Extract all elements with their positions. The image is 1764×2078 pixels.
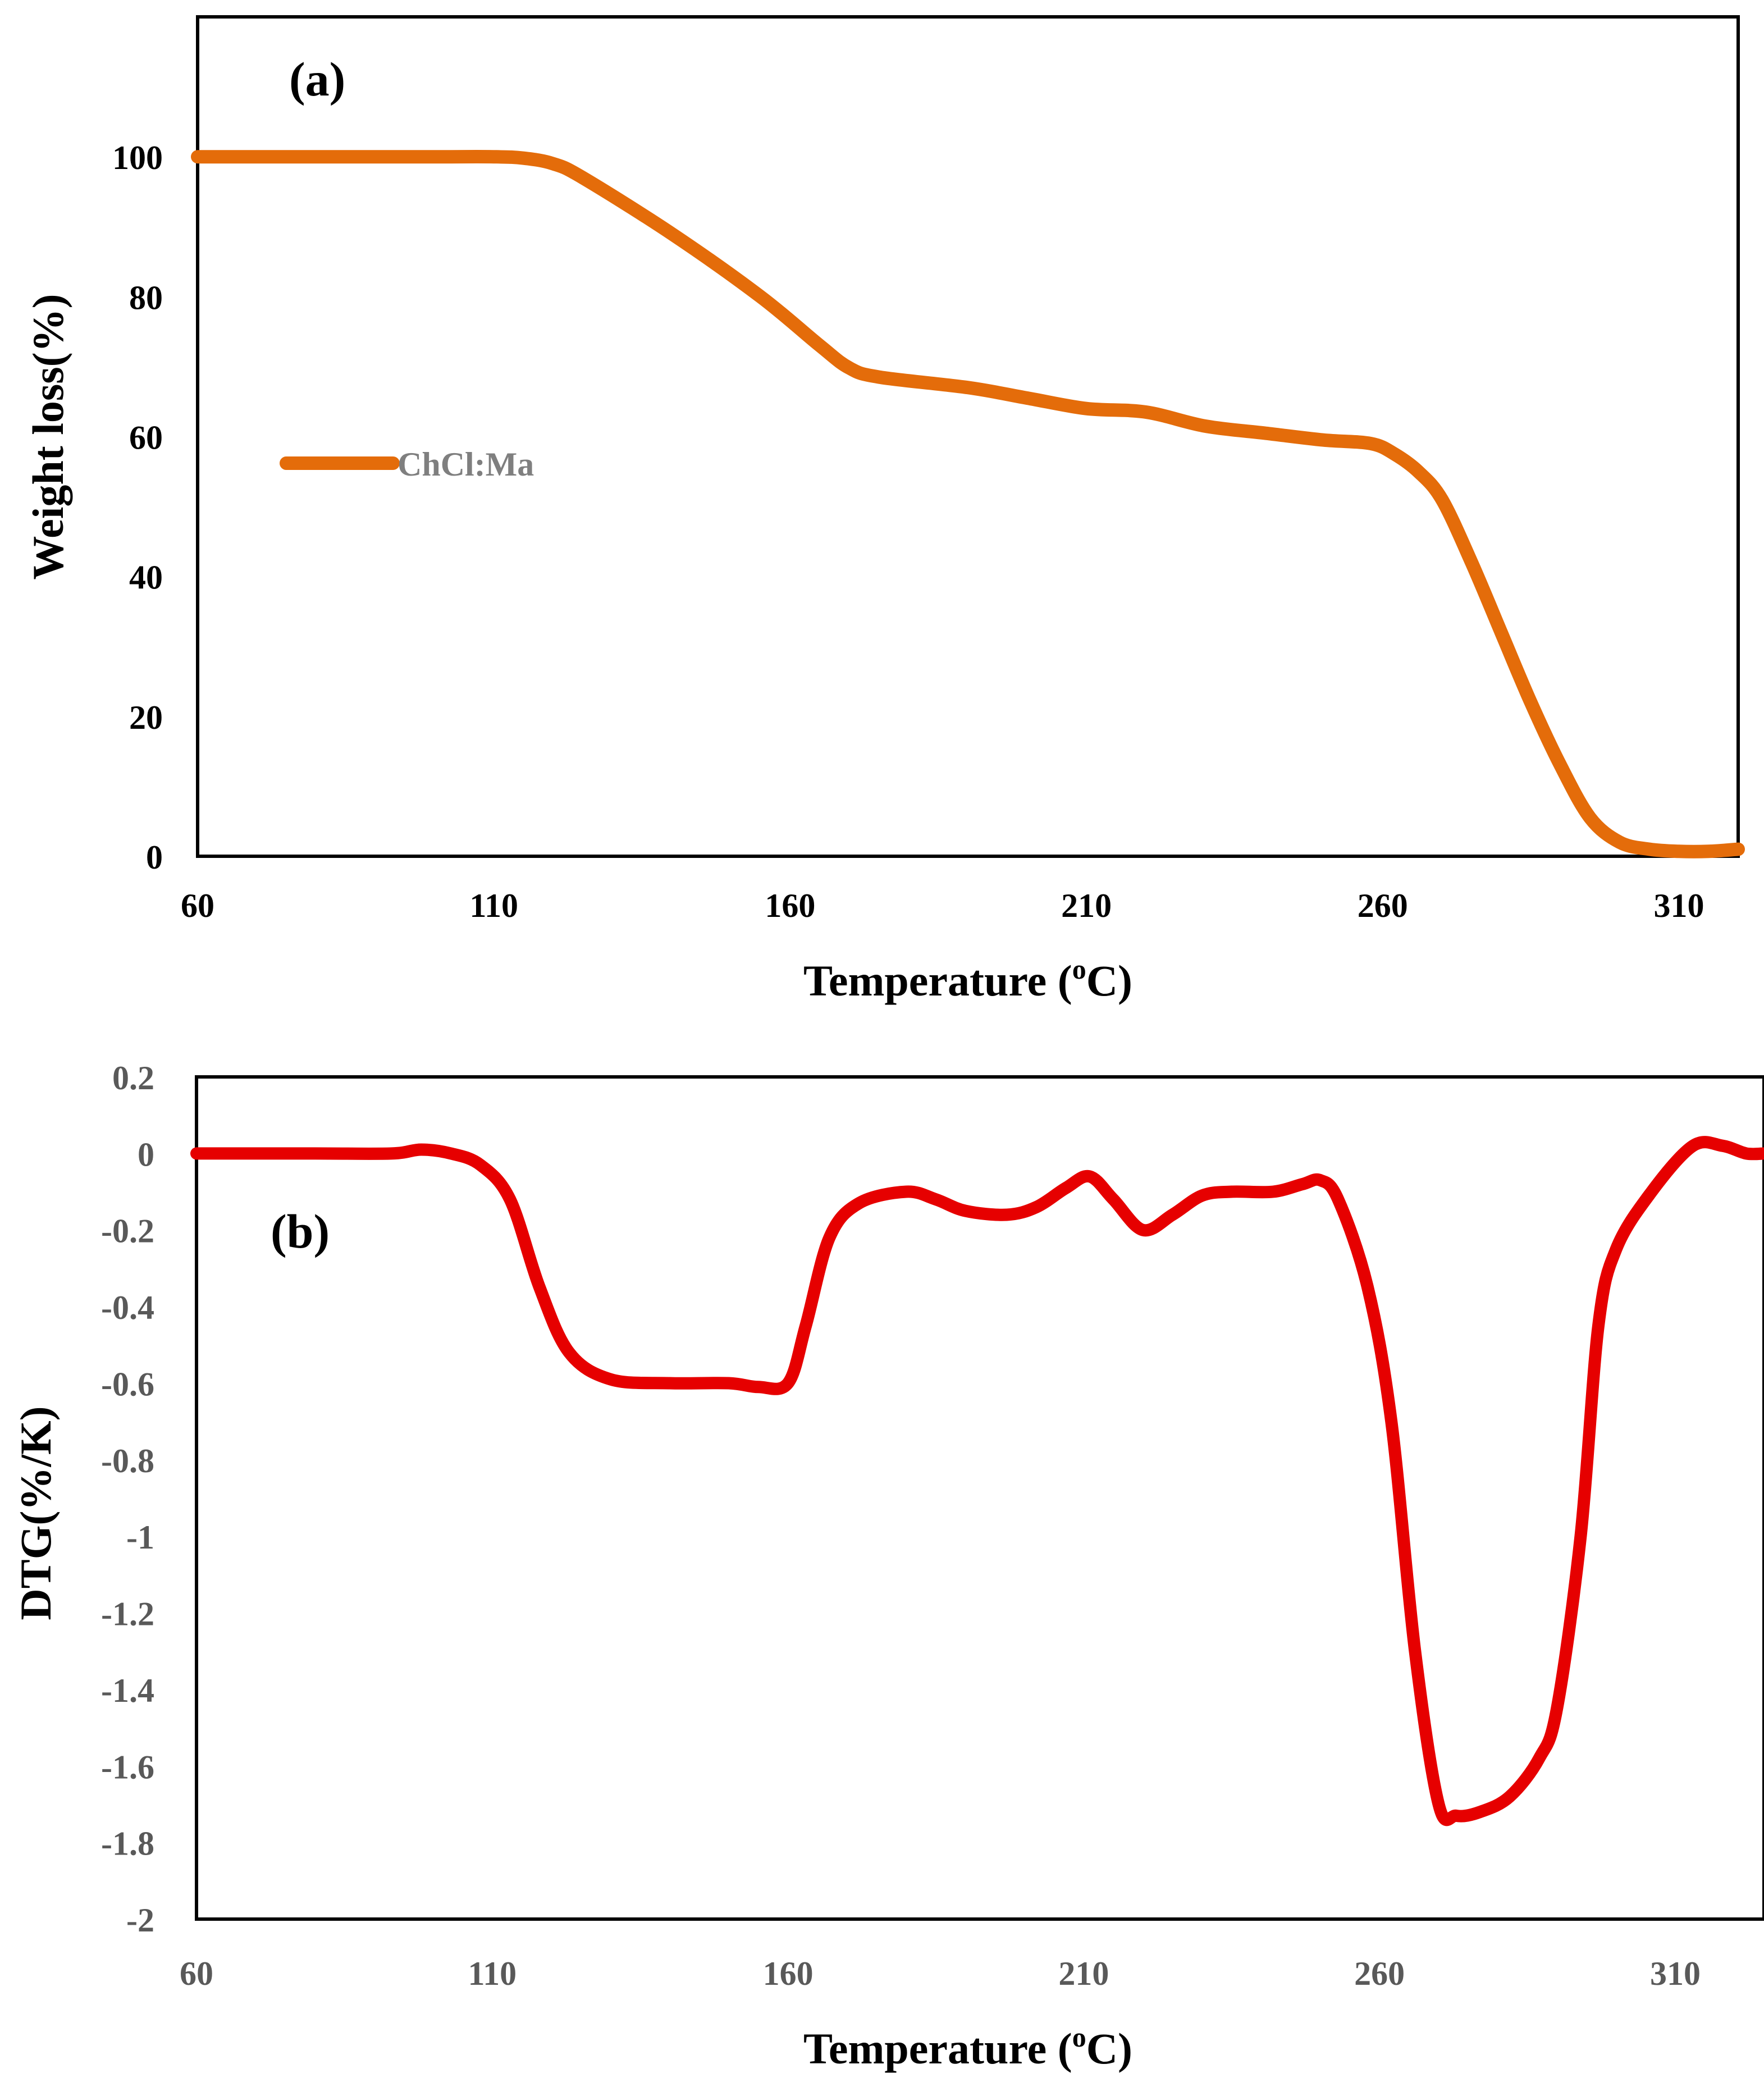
y-tick-label: -1.6 xyxy=(101,1748,154,1785)
x-tick-labels: 60 110 160 210 260 310 xyxy=(180,1955,1701,1992)
y-axis-title: DTG(%/K) xyxy=(11,1406,60,1620)
y-tick-label: 80 xyxy=(129,279,163,316)
y-tick-label: -2 xyxy=(126,1902,154,1939)
y-tick-labels: 0.2 0 -0.2 -0.4 -0.6 -0.8 -1 -1.2 -1.4 -1.6 -1.8 -2 xyxy=(101,1059,154,1939)
y-tick-label: -0.6 xyxy=(101,1365,154,1403)
y-axis-title: Weight loss(%) xyxy=(24,294,72,579)
y-tick-label: -1.2 xyxy=(101,1596,154,1633)
y-tick-label: -1.4 xyxy=(101,1672,154,1709)
y-tick-label: -0.4 xyxy=(101,1289,154,1326)
panel-label-a: (a) xyxy=(289,52,345,106)
x-axis-title-main: Temperature ( xyxy=(803,2024,1072,2073)
x-axis-title: Temperature (oC) xyxy=(803,953,1132,1005)
panel-label-b: (b) xyxy=(271,1204,330,1258)
x-axis-title-main: Temperature ( xyxy=(803,956,1072,1005)
y-tick-label: 40 xyxy=(129,559,163,596)
y-tick-label: -1 xyxy=(126,1519,154,1556)
y-tick-label: 20 xyxy=(129,699,163,736)
y-tick-label: 0 xyxy=(138,1136,154,1173)
y-tick-label: -0.8 xyxy=(101,1442,154,1479)
x-axis-title-degree: o xyxy=(1072,2021,1086,2053)
x-axis-title: Temperature (oC) xyxy=(803,2021,1132,2073)
x-tick-label: 110 xyxy=(469,887,518,924)
dtg-panel: (b) 0.2 0 -0.2 -0.4 -0.6 -0.8 -1 -1.2 -1.4 -1.6 -1… xyxy=(11,1059,1764,2073)
y-tick-label: 0 xyxy=(146,839,163,876)
x-tick-label: 110 xyxy=(468,1955,517,1992)
y-tick-label: 0.2 xyxy=(112,1059,154,1097)
x-tick-label: 310 xyxy=(1650,1955,1701,1992)
y-tick-labels: 0 20 40 60 80 100 xyxy=(112,139,163,876)
series-line-dtg xyxy=(190,1136,1764,1826)
x-tick-label: 160 xyxy=(765,887,815,924)
plot-area-frame xyxy=(195,1075,1764,1921)
x-axis-title-unit: C) xyxy=(1086,2024,1132,2073)
plot-area-frame xyxy=(196,15,1740,858)
x-tick-label: 260 xyxy=(1354,1955,1405,1992)
x-tick-label: 210 xyxy=(1061,887,1112,924)
x-tick-label: 310 xyxy=(1653,887,1704,924)
x-tick-labels: 60 110 160 210 260 310 xyxy=(181,887,1704,924)
x-axis-title-unit: C) xyxy=(1086,956,1132,1005)
y-tick-label: 100 xyxy=(112,139,163,176)
y-tick-label: 60 xyxy=(129,419,163,456)
x-tick-label: 60 xyxy=(180,1955,213,1992)
y-tick-label: -0.2 xyxy=(101,1213,154,1250)
x-tick-label: 60 xyxy=(181,887,214,924)
x-tick-label: 160 xyxy=(763,1955,814,1992)
x-axis-title-degree: o xyxy=(1072,953,1086,985)
legend: ChCl:Ma xyxy=(280,446,534,483)
x-tick-label: 260 xyxy=(1358,887,1408,924)
x-tick-label: 210 xyxy=(1058,1955,1109,1992)
legend-label: ChCl:Ma xyxy=(397,446,534,483)
tga-panel: (a) 0 20 40 60 80 100 60 110 160 210 260 310 ChCl:… xyxy=(24,15,1745,1005)
y-tick-label: -1.8 xyxy=(101,1825,154,1862)
series-line-chcl-ma xyxy=(191,150,1745,858)
